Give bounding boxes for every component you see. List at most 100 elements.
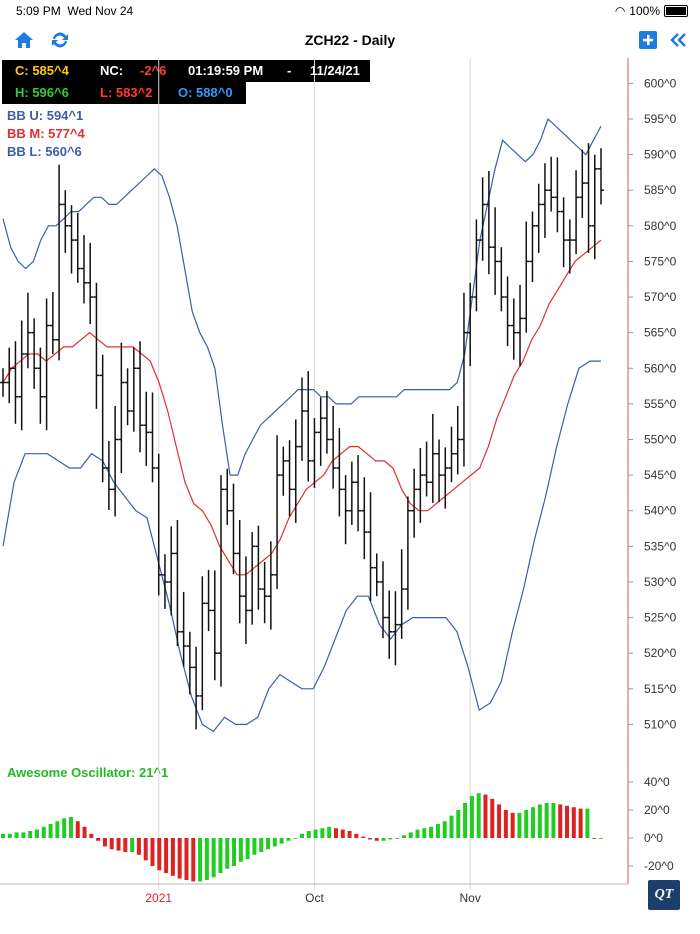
osc-bar [89,833,94,838]
oscillator-label: Awesome Oscillator: 21^1 [7,765,169,780]
osc-bar [245,838,250,859]
osc-bar [388,838,393,840]
osc-bar [266,838,271,850]
osc-bar [483,794,488,838]
y-tick-label: 555^0 [644,397,677,411]
bb-middle-label: BB M: 577^4 [7,126,85,141]
y-tick-label: 565^0 [644,326,677,340]
osc-bar [571,807,576,838]
net-change-label: NC: [100,63,124,78]
osc-bar [524,810,529,838]
collapse-icon[interactable] [666,28,690,52]
y-tick-label: 600^0 [644,76,677,90]
battery-icon [664,5,688,17]
osc-bar [170,838,175,876]
status-time: 5:09 PM Wed Nov 24 [16,4,134,18]
y-tick-label: 525^0 [644,611,677,625]
y-tick-label: 535^0 [644,539,677,553]
osc-bar [449,815,454,838]
osc-bar [116,838,121,851]
refresh-icon[interactable] [48,28,72,52]
bb-upper-line [2,117,602,476]
home-icon[interactable] [12,28,36,52]
osc-bar [517,812,522,838]
osc-bar [157,838,162,871]
close-value: C: 585^4 [15,63,69,78]
quote-row-1: C: 585^4 NC: -2^6 01:19:59 PM - 11/24/21 [2,60,370,82]
osc-bar [456,810,461,838]
quote-separator: - [287,63,292,78]
osc-bar [313,829,318,838]
osc-bar [218,838,223,873]
osc-bar [14,832,19,838]
low-value: L: 583^2 [100,85,153,100]
bb-lower-line [2,360,601,733]
osc-bar [55,821,60,838]
osc-bar [143,838,148,861]
y-tick-label: 530^0 [644,575,677,589]
osc-bar [164,838,169,873]
qt-logo: QT [648,880,680,910]
osc-bar [544,803,549,838]
osc-bar [204,838,209,880]
net-change-value: -2^6 [140,63,167,78]
osc-bar [62,818,67,838]
add-icon[interactable] [636,28,660,52]
osc-bar [225,838,230,869]
osc-bar [429,826,434,838]
osc-bar [585,808,590,838]
quote-time: 01:19:59 PM [188,63,264,78]
nav-bar: ZCH22 - Daily [0,24,700,56]
x-tick-label: Nov [460,891,481,905]
y-tick-label: 520^0 [644,646,677,660]
open-value: O: 588^0 [178,85,233,100]
osc-bar [177,838,182,879]
osc-bar [442,821,447,838]
osc-bar [75,821,80,838]
status-right: ◠ 100% [615,4,688,18]
osc-bar [347,831,352,838]
osc-bar [320,828,325,838]
osc-bar [7,833,12,838]
osc-bar [551,803,556,838]
osc-bar [354,833,359,838]
y-tick-label: 540^0 [644,504,677,518]
osc-bar [306,831,311,838]
bb-lower-label: BB L: 560^6 [7,144,82,159]
osc-bar [599,838,603,839]
osc-bar [68,817,73,838]
osc-tick-label: 20^0 [644,803,670,817]
y-tick-label: 570^0 [644,290,677,304]
osc-bar [531,807,536,838]
osc-bar [21,832,26,838]
osc-tick-label: 0^0 [644,831,663,845]
osc-bar [463,803,468,838]
battery-text: 100% [629,4,660,18]
osc-bar [327,826,332,838]
osc-bar [476,793,481,838]
osc-bar [293,838,298,839]
osc-bar [82,826,87,838]
y-tick-label: 550^0 [644,432,677,446]
osc-bar [232,838,237,866]
osc-bar [503,810,508,838]
osc-bar [340,829,345,838]
osc-bar [28,831,33,838]
status-bar: 5:09 PM Wed Nov 24 ◠ 100% [0,0,700,22]
osc-bar [1,833,5,838]
osc-bar [34,829,39,838]
osc-bar [191,838,196,882]
x-tick-label: Oct [305,891,324,905]
osc-bar [578,808,583,838]
x-tick-label: 2021 [145,891,172,905]
osc-tick-label: 40^0 [644,775,670,789]
osc-bar [565,805,570,838]
wifi-icon: ◠ [614,4,626,18]
y-tick-label: 575^0 [644,254,677,268]
osc-bar [367,838,372,840]
osc-bar [48,824,53,838]
osc-bar [211,838,216,878]
osc-bar [435,824,440,838]
osc-bar [136,838,141,855]
